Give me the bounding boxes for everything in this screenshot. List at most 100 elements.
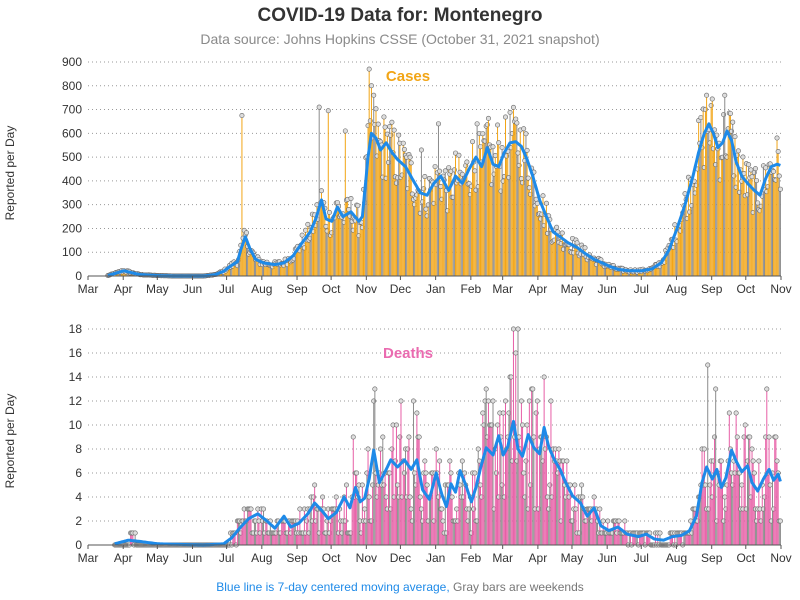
x-tick-label: Sep [701,282,723,296]
data-point [515,326,521,332]
y-tick-label: 0 [75,538,82,552]
data-point [591,494,597,500]
data-point [320,494,326,500]
data-point [478,482,484,488]
data-point [748,167,754,173]
x-tick-label: Apr [114,551,133,565]
x-tick-label: Jan [426,282,445,296]
data-point [767,482,773,488]
data-point [735,148,741,154]
y-axis-label: Reported per Day [3,394,17,489]
data-point [573,506,579,512]
data-point [398,398,404,404]
data-point [389,119,395,125]
y-tick-label: 18 [69,322,83,336]
data-point [718,458,724,464]
data-point [318,188,324,194]
data-point [777,518,783,524]
data-point [774,135,780,141]
data-point [727,110,733,116]
data-point [407,494,413,500]
data-point [362,506,368,512]
data-point [523,131,529,137]
y-tick-label: 500 [62,150,82,164]
data-point [559,230,565,236]
data-point [722,92,728,98]
data-point [755,200,761,206]
data-point [456,152,462,158]
data-point [777,186,783,192]
data-point [582,245,588,251]
x-tick-label: Nov [356,282,377,296]
x-tick-label: Mar [492,282,513,296]
data-point [326,209,332,215]
x-tick-label: Jul [219,282,234,296]
panel-label: Deaths [383,345,433,362]
data-point [366,494,372,500]
data-point [478,144,484,150]
data-point [417,494,423,500]
x-tick-label: Sep [286,551,308,565]
data-point [459,458,465,464]
data-point [366,66,372,72]
data-point [395,482,401,488]
data-point [521,126,527,132]
data-point [564,458,570,464]
data-point [391,127,397,133]
data-point [464,159,470,165]
data-point [459,171,465,177]
data-point [616,518,622,524]
data-point [408,506,414,512]
data-point [354,470,360,476]
data-point [531,434,537,440]
data-point [548,398,554,404]
x-tick-label: Aug [251,551,272,565]
x-tick-label: Oct [736,282,755,296]
y-tick-label: 14 [69,370,83,384]
data-point [480,410,486,416]
data-point [437,458,443,464]
data-point [393,422,399,428]
x-tick-label: Jul [219,551,234,565]
bars-group [105,66,783,279]
x-tick-label: Jun [183,282,202,296]
data-point [541,374,547,380]
y-tick-label: 700 [62,103,82,117]
data-point [503,398,509,404]
x-tick-label: May [146,282,169,296]
data-point [365,446,371,452]
data-point [316,104,322,110]
data-point [261,506,267,512]
data-point [446,165,452,171]
data-point [751,470,757,476]
data-point [380,434,386,440]
data-point [521,470,527,476]
moving-average-line [107,122,781,278]
data-point [713,386,719,392]
panel-label: Cases [386,68,430,85]
y-tick-label: 12 [69,394,83,408]
data-point [472,470,478,476]
data-point [701,446,707,452]
data-point [480,131,486,137]
x-tick-label: Feb [461,282,482,296]
data-point [525,175,531,181]
data-point [372,386,378,392]
data-point [412,470,418,476]
x-tick-label: May [146,551,169,565]
data-point [524,422,530,428]
data-point [579,482,585,488]
data-point [657,530,663,536]
y-tick-label: 0 [75,269,82,283]
y-tick-label: 2 [75,514,82,528]
data-point [500,410,506,416]
data-point [520,422,526,428]
data-point [485,398,491,404]
data-point [387,470,393,476]
data-point [749,174,755,180]
data-point [343,482,349,488]
data-point [416,434,422,440]
data-point [510,326,516,332]
data-point [407,154,413,160]
